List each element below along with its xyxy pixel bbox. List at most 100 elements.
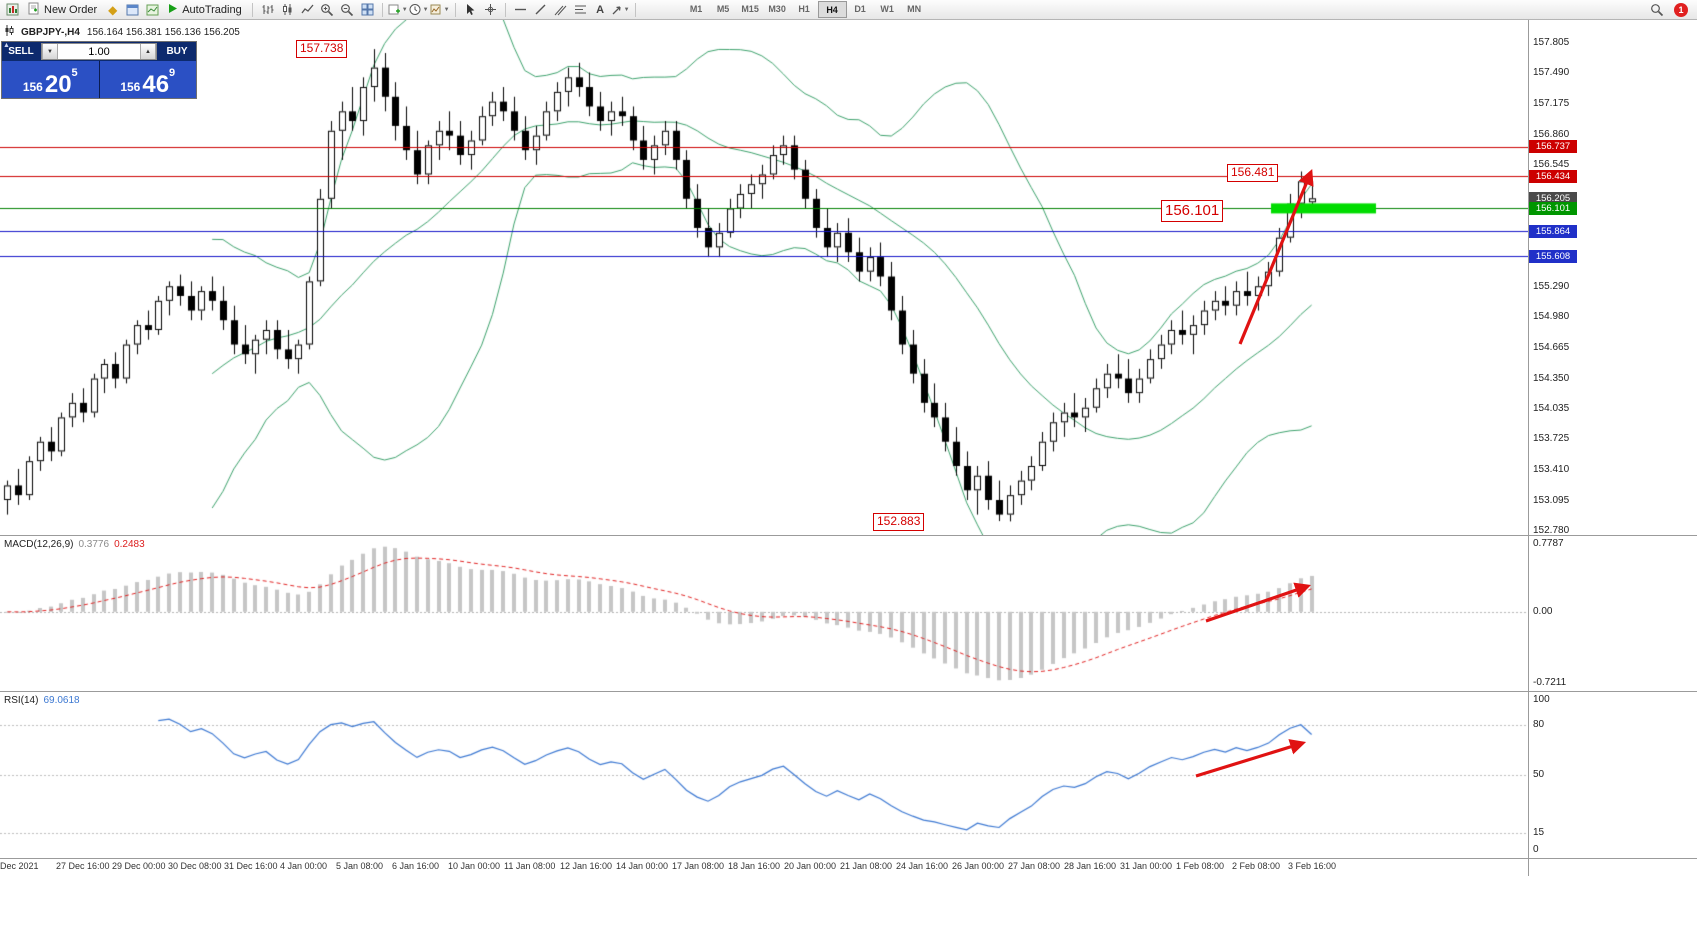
buy-button[interactable]: BUY	[158, 42, 196, 61]
panel-separator[interactable]	[0, 691, 1697, 692]
time-axis-label: 4 Jan 00:00	[280, 861, 328, 871]
price-axis-box-155.608: 155.608	[1529, 249, 1577, 263]
buy-price-base: 156	[120, 80, 141, 94]
horizontal-line-tool-icon[interactable]	[511, 1, 530, 18]
bar-chart-type-icon[interactable]	[258, 1, 277, 18]
time-axis-label: 21 Jan 08:00	[840, 861, 893, 871]
new-order-button[interactable]: New Order	[23, 1, 102, 18]
templates-icon[interactable]: ▼	[430, 1, 450, 18]
time-axis-label: 20 Jan 00:00	[784, 861, 837, 871]
period-selector-icon[interactable]: ▼	[409, 1, 429, 18]
price-annotation-156.101: 156.101	[1161, 200, 1224, 222]
collapse-panel-arrow[interactable]: ▲	[3, 42, 10, 49]
timeframe-m1-button[interactable]: M1	[689, 3, 703, 14]
price-axis-box-156.101: 156.101	[1529, 201, 1577, 215]
price-axis-tick: 155.290	[1533, 281, 1570, 293]
volume-decrease-button[interactable]: ▼	[42, 44, 58, 59]
macd-label: MACD(12,26,9) 0.3776 0.2483	[4, 539, 145, 550]
buy-price-button[interactable]: 156 46 9	[99, 61, 196, 98]
zoom-in-icon[interactable]	[318, 1, 337, 18]
timeframe-mn-button[interactable]: MN	[907, 3, 922, 14]
price-chart-canvas[interactable]	[0, 20, 1528, 535]
macd-axis-label: 0.00	[1533, 605, 1553, 617]
sell-price-base: 156	[22, 80, 43, 94]
price-axis-box-155.864: 155.864	[1529, 224, 1577, 238]
price-axis-tick: 156.545	[1533, 159, 1570, 171]
panel-separator[interactable]	[0, 535, 1697, 536]
rsi-axis-label: 0	[1533, 844, 1539, 855]
price-axis-tick: 152.780	[1533, 525, 1570, 537]
volume-increase-button[interactable]: ▲	[140, 44, 156, 59]
price-axis-tick: 154.350	[1533, 372, 1570, 384]
text-tool-icon[interactable]: A	[596, 3, 605, 16]
data-window-icon[interactable]	[123, 1, 142, 18]
volume-input[interactable]	[58, 44, 140, 59]
zoom-out-icon[interactable]	[338, 1, 357, 18]
timeframe-d1-button[interactable]: D1	[854, 3, 866, 14]
macd-axis-label: -0.7211	[1533, 677, 1567, 688]
notification-badge[interactable]: 1	[1674, 2, 1688, 17]
timeframe-h4-button[interactable]: H4	[817, 1, 847, 18]
sell-price-button[interactable]: 156 20 5	[2, 61, 100, 98]
macd-axis-label: 0.7787	[1533, 538, 1564, 549]
one-click-trading-panel: ▲ SELL ▼ ▲ BUY 156 20 5 156 46 9	[1, 41, 197, 99]
timeframe-m15-button[interactable]: M15	[741, 3, 759, 14]
timeframe-m30-button[interactable]: M30	[768, 3, 786, 14]
price-annotation-156.481: 156.481	[1227, 164, 1279, 182]
price-axis-tick: 153.095	[1533, 494, 1570, 506]
line-chart-type-icon[interactable]	[298, 1, 317, 18]
price-axis-tick: 153.725	[1533, 433, 1570, 445]
timeframe-h1-button[interactable]: H1	[798, 3, 810, 14]
time-axis-label: 5 Jan 08:00	[336, 861, 384, 871]
price-axis-tick: 156.860	[1533, 128, 1570, 140]
toolbar-separator	[634, 2, 636, 17]
time-axis-label: 29 Dec 00:00	[112, 861, 166, 871]
macd-main-value: 0.3776	[78, 539, 110, 550]
timeframe-m5-button[interactable]: M5	[716, 3, 730, 14]
rsi-indicator-canvas[interactable]	[0, 692, 1528, 858]
autotrading-button[interactable]: AutoTrading	[163, 1, 247, 18]
buy-label: BUY	[166, 46, 188, 57]
new-order-icon	[28, 2, 40, 18]
chart-title: GBPJPY-,H4 156.164 156.381 156.136 156.2…	[5, 25, 240, 39]
timeframe-w1-button[interactable]: W1	[880, 3, 894, 14]
new-chart-icon[interactable]: ▼	[388, 1, 408, 18]
time-axis-label: 12 Jan 16:00	[560, 861, 613, 871]
crosshair-icon[interactable]	[481, 1, 500, 18]
time-axis-label: 27 Jan 08:00	[1008, 861, 1061, 871]
market-watch-icon[interactable]	[143, 1, 162, 18]
sell-button[interactable]: ▲ SELL	[2, 42, 40, 61]
sell-label: SELL	[8, 46, 34, 57]
macd-indicator-canvas[interactable]	[0, 536, 1528, 691]
time-axis-label: 6 Jan 16:00	[392, 861, 440, 871]
time-axis-label: 31 Jan 00:00	[1120, 861, 1173, 871]
chart-symbol-label: GBPJPY-,H4	[21, 26, 80, 38]
price-annotation-157.738: 157.738	[296, 40, 348, 58]
tile-windows-icon[interactable]	[358, 1, 377, 18]
expert-advisors-icon[interactable]: ◆	[108, 2, 118, 17]
app-icon	[3, 1, 22, 18]
toolbar-separator	[381, 2, 383, 17]
candlestick-chart-type-icon[interactable]	[278, 1, 297, 18]
buy-price-frac: 9	[169, 67, 176, 79]
price-axis-tick: 157.175	[1533, 98, 1570, 110]
time-axis[interactable]: Dec 2021 27 Dec 16:00 29 Dec 00:00 30 Dec 0…	[0, 860, 1528, 876]
fibonacci-tool-icon[interactable]	[571, 1, 590, 18]
cursor-icon[interactable]	[461, 1, 480, 18]
trendline-tool-icon[interactable]	[531, 1, 550, 18]
channel-tool-icon[interactable]	[551, 1, 570, 18]
search-icon[interactable]	[1647, 1, 1666, 18]
rsi-axis-label: 15	[1533, 827, 1545, 839]
time-axis-label: 31 Dec 16:00	[224, 861, 278, 871]
time-axis-label: 2 Feb 08:00	[1232, 861, 1281, 871]
rsi-label: RSI(14) 69.0618	[4, 695, 80, 706]
rsi-axis-label: 80	[1533, 719, 1545, 731]
arrows-tool-icon[interactable]: ▼	[611, 1, 630, 18]
toolbar-separator	[251, 2, 253, 17]
price-axis-box-156.205: 156.205	[1529, 191, 1577, 205]
time-axis-label: 11 Jan 08:00	[504, 861, 556, 871]
toolbar-separator	[454, 2, 456, 17]
autotrading-play-icon	[168, 3, 178, 17]
toolbar-separator	[504, 2, 506, 17]
